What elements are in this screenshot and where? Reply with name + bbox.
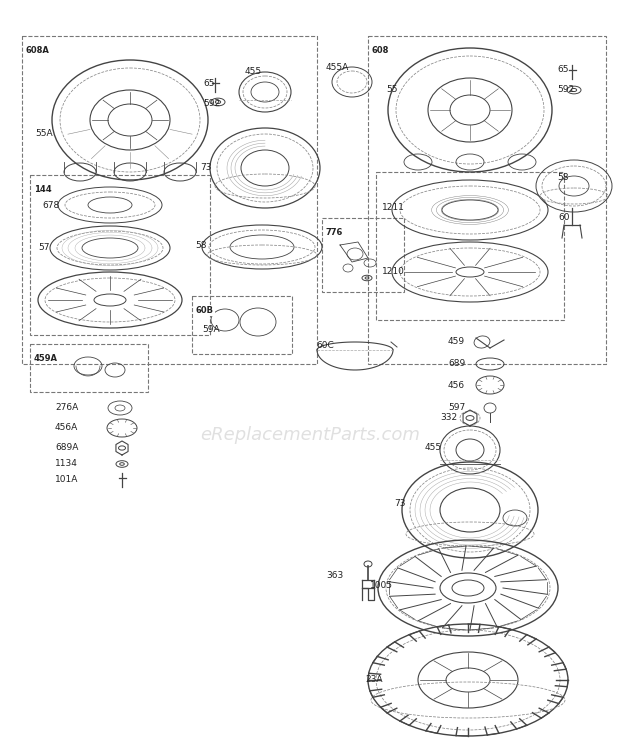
Text: 608A: 608A [26, 46, 50, 55]
Text: 597: 597 [448, 403, 465, 412]
Bar [192, 296, 292, 354]
Text: 1005: 1005 [370, 580, 393, 589]
Text: 58: 58 [557, 173, 569, 182]
Text: 101A: 101A [55, 475, 78, 484]
Text: 456: 456 [448, 380, 465, 390]
Text: 73: 73 [394, 499, 405, 508]
Text: 363: 363 [326, 571, 343, 580]
Text: 1211: 1211 [382, 202, 405, 211]
Text: 776: 776 [326, 228, 343, 237]
Text: 144: 144 [34, 185, 51, 194]
Text: 58: 58 [195, 240, 206, 249]
Text: 455A: 455A [326, 63, 349, 72]
Text: 332: 332 [440, 414, 457, 423]
Text: 60B: 60B [196, 306, 214, 315]
Text: 689: 689 [448, 359, 465, 368]
Text: 592: 592 [557, 86, 574, 94]
Text: 459: 459 [448, 338, 465, 347]
Text: 23A: 23A [365, 676, 383, 684]
Text: 459A: 459A [34, 354, 58, 363]
Text: 59A: 59A [202, 326, 219, 335]
Text: 608: 608 [372, 46, 389, 55]
Bar [368, 36, 606, 364]
Bar [30, 344, 148, 392]
Text: 60C: 60C [316, 341, 334, 350]
Text: eReplacementParts.com: eReplacementParts.com [200, 426, 420, 444]
Bar [22, 36, 317, 364]
Text: 1210: 1210 [382, 268, 405, 277]
Text: 678: 678 [42, 200, 60, 210]
Text: 55A: 55A [35, 129, 53, 138]
Bar [30, 175, 210, 335]
Text: 65: 65 [557, 65, 569, 74]
Text: 592: 592 [203, 98, 220, 107]
Bar [376, 172, 564, 320]
Text: 55: 55 [386, 86, 397, 94]
Text: 57: 57 [38, 243, 50, 252]
Text: 73: 73 [200, 164, 211, 173]
Text: 276A: 276A [55, 403, 78, 412]
Text: 60: 60 [558, 214, 570, 222]
Text: 689A: 689A [55, 443, 78, 452]
Text: 1134: 1134 [55, 460, 78, 469]
Bar [322, 218, 404, 292]
Text: 455: 455 [425, 443, 442, 452]
Text: 456A: 456A [55, 423, 78, 432]
Text: 65: 65 [203, 79, 215, 88]
Text: 455: 455 [245, 68, 262, 77]
